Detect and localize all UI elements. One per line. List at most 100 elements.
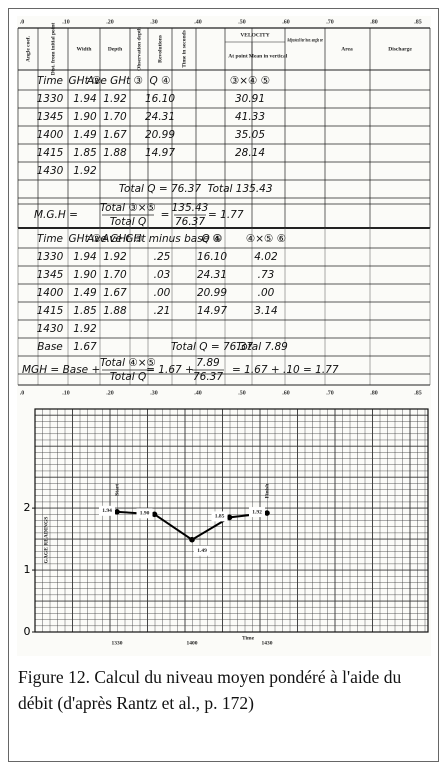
table2-cell: 24.31 (197, 269, 227, 281)
point-label: 1.85 (215, 514, 225, 520)
table1-cell: 1.94 (73, 93, 96, 105)
ruler-label: .20 (106, 390, 114, 396)
table2-cell: 14.97 (197, 305, 227, 317)
ruler-label: .50 (238, 390, 246, 396)
table2-cell: 1.92 (103, 251, 127, 263)
table2-cell: .00 (258, 287, 275, 299)
ruler-label: .50 (238, 19, 246, 25)
ruler-label: .10 (62, 390, 70, 396)
form-header: Revolutions (157, 35, 163, 63)
ruler-label: .80 (370, 390, 378, 396)
form-header: Depth (108, 46, 122, 52)
table1-header: ③×④ ⑤ (230, 75, 270, 87)
table1-cell: 35.05 (235, 129, 265, 141)
form-header: Mean in vertical (249, 53, 288, 59)
formula-num: 135.43 (172, 202, 209, 214)
form-header: At point (228, 53, 248, 59)
table1-cell: 1.92 (103, 93, 127, 105)
table1-cell: 14.97 (145, 147, 175, 159)
table2-cell: .03 (154, 269, 171, 281)
start-label: Start (114, 484, 120, 496)
form-header: Width (77, 46, 92, 52)
x-tick-label: 1430 (262, 640, 273, 646)
formula-den: Total Q (110, 216, 147, 228)
formula-result: = 1.67 + .10 = 1.77 (232, 364, 339, 376)
gage-point (114, 509, 120, 515)
table2-cell: 1400 (37, 287, 64, 299)
table2-header: ④×⑤ ⑥ (246, 233, 286, 245)
table2-total: Total 7.89 (236, 341, 288, 353)
form-header: Angle coef. (25, 35, 31, 62)
point-label: 1.92 (252, 509, 262, 515)
table2-cell: .00 (154, 287, 171, 299)
ruler-label: .80 (370, 19, 378, 25)
page: .0.0.10.10.20.20.30.30.40.40.50.50.60.60… (0, 0, 447, 771)
table2-base: 1.67 (73, 341, 97, 353)
table2-cell: 16.10 (197, 251, 227, 263)
point-label: 1.49 (197, 548, 207, 554)
y-tick-label: 0 (24, 625, 31, 638)
gage-point (227, 515, 233, 521)
table1-cell: 41.33 (235, 111, 265, 123)
ruler-label: .30 (150, 390, 158, 396)
table2-cell: 1.49 (73, 287, 97, 299)
ruler-label: .40 (194, 19, 202, 25)
form-header: Dist. from initial point (50, 23, 56, 76)
table1-cell: 1.70 (103, 111, 127, 123)
table2-header: Time (37, 233, 63, 245)
ruler-label: .60 (282, 390, 290, 396)
ruler-label: .85 (414, 19, 422, 25)
table1-header: Ave GHt ③ (86, 75, 143, 87)
table2-cell: 1.85 (73, 305, 97, 317)
table2-cell: .73 (258, 269, 275, 281)
formula-left: M.G.H = (34, 209, 78, 221)
x-axis-label: Time (242, 635, 255, 641)
table1-cell: 1.90 (73, 111, 97, 123)
x-tick-label: 1330 (112, 640, 123, 646)
formula-left: MGH = Base + (22, 364, 100, 376)
formula-eq: = (161, 209, 170, 221)
table2-cell: 1415 (37, 305, 64, 317)
formula-num: Total ③×⑤ (100, 202, 156, 214)
table1-header: Q ④ (149, 75, 170, 87)
form-header: Adjusted for hor. angle or (287, 37, 323, 43)
ruler-label: .70 (326, 390, 334, 396)
ruler-label: .0 (20, 19, 25, 25)
point-label: 1.94 (102, 508, 112, 514)
table1-cell: 24.31 (145, 111, 175, 123)
table1-cell: 1345 (37, 111, 64, 123)
table2-cell: 3.14 (254, 305, 277, 317)
ruler-label: .60 (282, 19, 290, 25)
table1-cell: 1400 (37, 129, 64, 141)
table1-cell: 1.88 (103, 147, 127, 159)
finish-label: Finish (264, 484, 270, 499)
table2-cell: 1.94 (73, 251, 96, 263)
y-tick-label: 1 (24, 563, 31, 576)
gage-point (264, 510, 270, 516)
ruler-label: .30 (150, 19, 158, 25)
table1-cell: 30.91 (235, 93, 265, 105)
table1-cell: 1.85 (73, 147, 97, 159)
table2-base: Base (37, 341, 63, 353)
table2-cell: 4.02 (254, 251, 278, 263)
formula-den: 76.37 (193, 371, 223, 383)
form-header: Discharge (388, 46, 412, 52)
table2-cell: 1.70 (103, 269, 127, 281)
ruler-label: .85 (414, 390, 422, 396)
table1-cell: 1.67 (103, 129, 127, 141)
table2-cell: 1.88 (103, 305, 127, 317)
form-header: Time in seconds (181, 30, 187, 68)
form-header: VELOCITY (240, 32, 269, 38)
table2-cell: 20.99 (197, 287, 227, 299)
point-label: 1.90 (140, 511, 150, 517)
x-tick-label: 1400 (187, 640, 198, 646)
form-header: Observation depth (136, 27, 142, 71)
table1-cell: 20.99 (145, 129, 175, 141)
table1-cell: 1330 (37, 93, 64, 105)
formula-num: 7.89 (196, 357, 220, 369)
figure: .0.0.10.10.20.20.30.30.40.40.50.50.60.60… (0, 0, 447, 771)
formula-result: = 1.77 (208, 209, 244, 221)
ruler-label: .0 (20, 390, 25, 396)
table1-cell: 28.14 (235, 147, 265, 159)
table1-cell: 1.49 (73, 129, 97, 141)
